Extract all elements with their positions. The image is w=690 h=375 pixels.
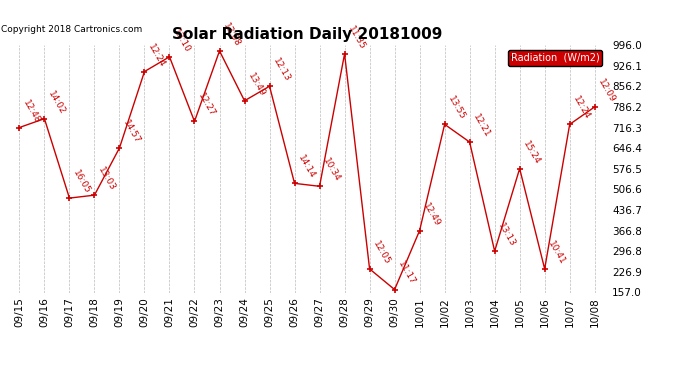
Text: 13:03: 13:03: [96, 165, 117, 192]
Text: 12:09: 12:09: [596, 77, 617, 104]
Text: 10:41: 10:41: [546, 239, 566, 266]
Text: 11:35: 11:35: [346, 24, 366, 51]
Text: Copyright 2018 Cartronics.com: Copyright 2018 Cartronics.com: [1, 25, 142, 34]
Title: Solar Radiation Daily 20181009: Solar Radiation Daily 20181009: [172, 27, 442, 42]
Legend: Radiation  (W/m2): Radiation (W/m2): [508, 50, 602, 66]
Text: 15:24: 15:24: [521, 139, 542, 166]
Text: 14:02: 14:02: [46, 89, 66, 116]
Text: 12:24: 12:24: [571, 95, 591, 122]
Text: 10:34: 10:34: [321, 157, 342, 183]
Text: 12:48: 12:48: [21, 98, 41, 125]
Text: 12:13: 12:13: [271, 57, 292, 84]
Text: 12:49: 12:49: [421, 201, 442, 228]
Text: 13:55: 13:55: [446, 94, 466, 122]
Text: 13:08: 13:08: [221, 21, 242, 48]
Text: 14:57: 14:57: [121, 118, 141, 145]
Text: 13:13: 13:13: [496, 222, 517, 248]
Text: 14:14: 14:14: [296, 154, 317, 181]
Text: 12:21: 12:21: [471, 112, 492, 139]
Text: 11:17: 11:17: [396, 260, 417, 287]
Text: 12:24: 12:24: [146, 42, 166, 69]
Text: 13:10: 13:10: [171, 27, 192, 54]
Text: 16:05: 16:05: [71, 168, 92, 195]
Text: 12:05: 12:05: [371, 239, 392, 266]
Text: 13:49: 13:49: [246, 71, 266, 98]
Text: 12:27: 12:27: [196, 92, 217, 118]
